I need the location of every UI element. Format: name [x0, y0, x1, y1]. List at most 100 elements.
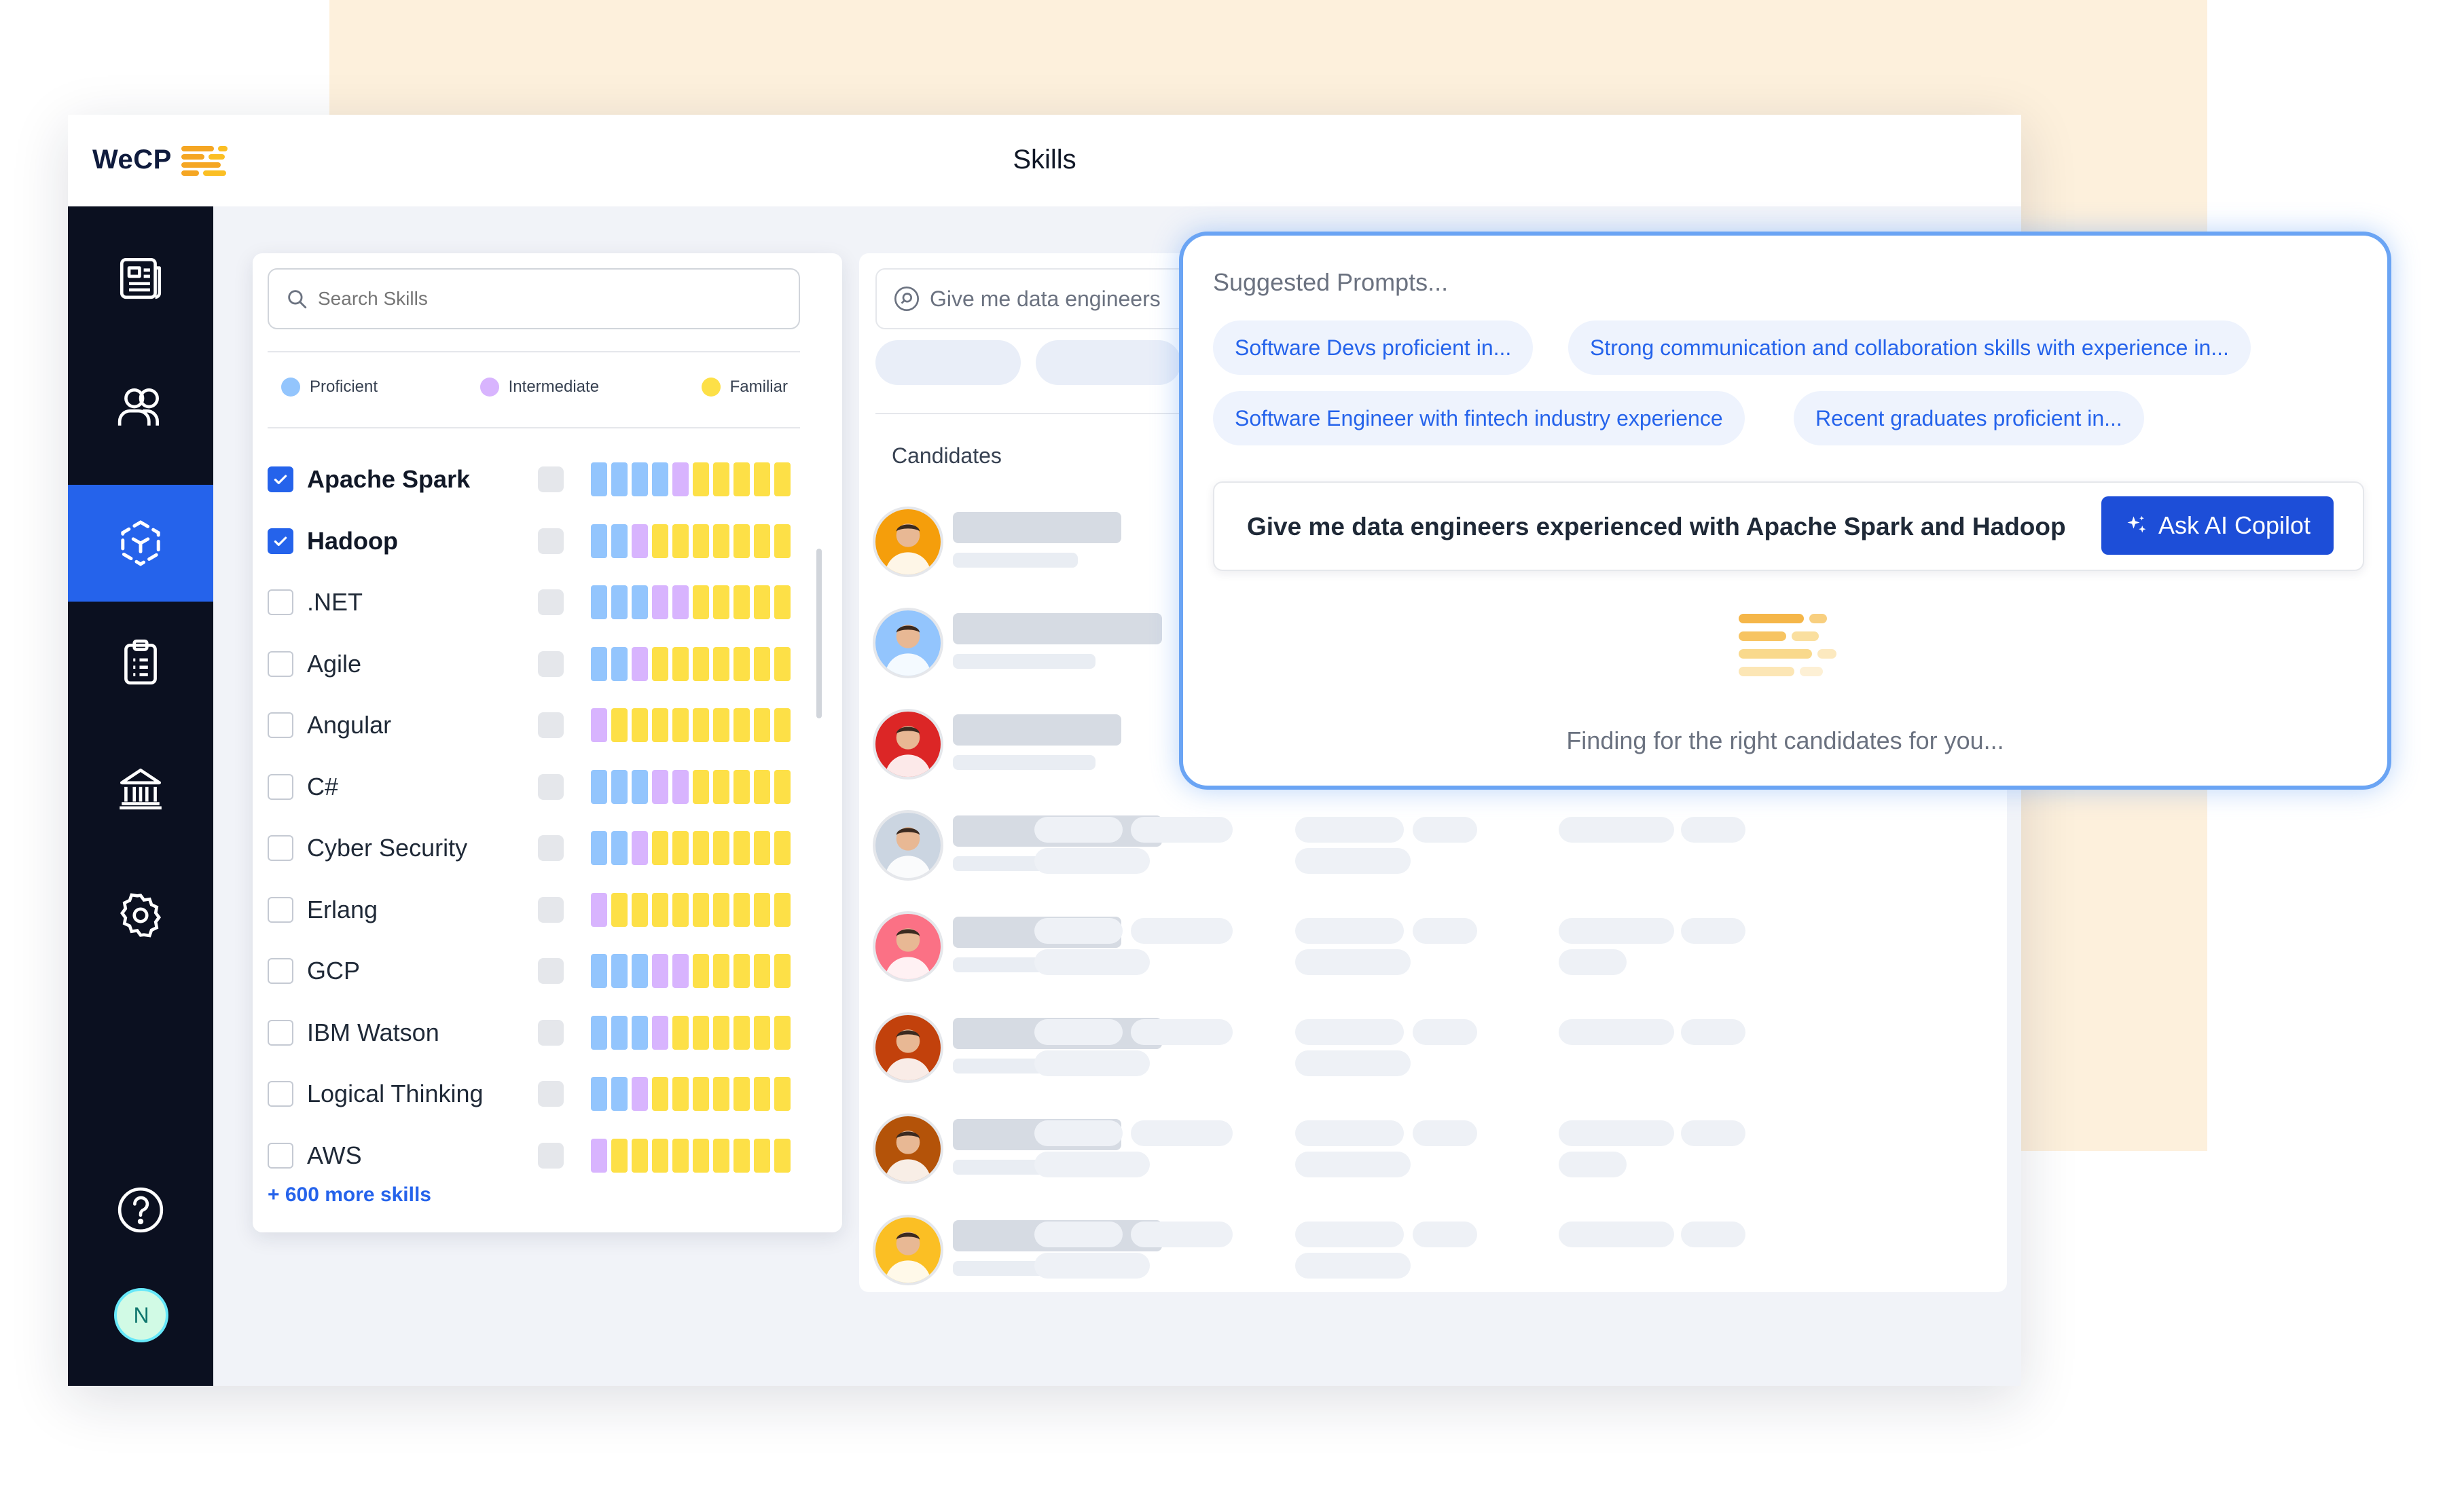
familiar-dot: [701, 378, 721, 397]
skill-level-segment: [713, 769, 729, 804]
suggested-prompt-chip[interactable]: Software Devs proficient in...: [1213, 320, 1534, 375]
skill-row[interactable]: Angular: [268, 705, 797, 746]
scrollbar[interactable]: [816, 549, 822, 718]
skill-level-segment: [591, 892, 607, 927]
skill-checkbox[interactable]: [268, 528, 293, 554]
skill-checkbox[interactable]: [268, 650, 293, 677]
skill-row[interactable]: Cyber Security: [268, 828, 797, 868]
skills-search-box[interactable]: [268, 268, 800, 329]
candidate-name-placeholder: [953, 512, 1121, 543]
skill-row[interactable]: IBM Watson: [268, 1012, 797, 1053]
skill-row[interactable]: Apache Spark: [268, 459, 797, 500]
skill-level-segment: [652, 585, 668, 619]
skill-checkbox[interactable]: [268, 958, 293, 984]
candidate-attribute-placeholder: [1681, 1120, 1745, 1146]
skill-row[interactable]: GCP: [268, 951, 797, 991]
skill-checkbox[interactable]: [268, 773, 293, 800]
skills-search-input[interactable]: [318, 288, 780, 310]
skill-level-toggle[interactable]: [538, 589, 564, 615]
copilot-query-box[interactable]: Give me data engineers experienced with …: [1213, 481, 2364, 571]
search-icon: [288, 290, 307, 309]
skill-level-toggle[interactable]: [538, 1081, 564, 1107]
skill-level-toggle[interactable]: [538, 773, 564, 800]
skill-level-segment: [754, 831, 770, 865]
candidate-avatar[interactable]: [873, 911, 943, 982]
nav-item-organization[interactable]: [68, 731, 213, 847]
skill-checkbox[interactable]: [268, 896, 293, 923]
candidate-row[interactable]: [873, 709, 2000, 784]
skill-level-bars: [591, 1138, 791, 1173]
skill-level-toggle[interactable]: [538, 466, 564, 492]
skill-level-segment: [611, 1015, 628, 1050]
suggested-prompt-chip[interactable]: Recent graduates proficient in...: [1794, 391, 2144, 445]
copilot-query-text[interactable]: Give me data engineers experienced with …: [1247, 513, 2066, 540]
skill-row[interactable]: Logical Thinking: [268, 1073, 797, 1114]
candidate-search-box[interactable]: Give me data engineers: [875, 268, 1256, 329]
user-avatar[interactable]: N: [114, 1288, 168, 1342]
candidate-avatar[interactable]: [873, 1215, 943, 1285]
skill-level-segment: [632, 585, 648, 619]
candidate-row[interactable]: [873, 911, 2000, 986]
candidate-row[interactable]: [873, 507, 2000, 581]
check-icon: [274, 475, 287, 485]
logo[interactable]: WeCP: [92, 142, 232, 177]
person-icon: [875, 712, 941, 777]
candidate-avatar[interactable]: [873, 507, 943, 577]
nav-item-tests[interactable]: [68, 604, 213, 720]
skill-checkbox[interactable]: [268, 1019, 293, 1046]
candidate-avatar[interactable]: [873, 1012, 943, 1083]
candidate-avatar[interactable]: [873, 608, 943, 678]
skill-row[interactable]: C#: [268, 767, 797, 807]
skill-level-toggle[interactable]: [538, 896, 564, 923]
skill-row[interactable]: Erlang: [268, 889, 797, 930]
nav-item-settings[interactable]: [68, 857, 213, 974]
candidate-avatar[interactable]: [873, 1114, 943, 1184]
more-skills-link[interactable]: + 600 more skills: [268, 1183, 431, 1206]
candidate-row[interactable]: [873, 608, 2000, 682]
candidate-attribute-placeholder: [1034, 1050, 1150, 1076]
candidate-row[interactable]: [873, 1012, 2000, 1087]
skill-level-toggle[interactable]: [538, 1142, 564, 1169]
candidate-name-placeholder: [953, 714, 1121, 746]
skill-level-toggle[interactable]: [538, 958, 564, 984]
skill-row[interactable]: Hadoop: [268, 521, 797, 562]
skill-level-segment: [733, 524, 750, 558]
skill-checkbox[interactable]: [268, 712, 293, 738]
candidate-row[interactable]: [873, 1114, 2000, 1188]
skill-level-segment: [652, 646, 668, 681]
skill-checkbox[interactable]: [268, 1142, 293, 1169]
skill-level-segment: [693, 831, 709, 865]
skill-level-toggle[interactable]: [538, 650, 564, 677]
skill-checkbox[interactable]: [268, 835, 293, 861]
clipboard-icon: [124, 639, 157, 685]
skill-checkbox[interactable]: [268, 1081, 293, 1107]
candidate-attribute-placeholder: [1559, 1222, 1674, 1247]
candidate-avatar[interactable]: [873, 810, 943, 881]
skill-level-toggle[interactable]: [538, 712, 564, 738]
skill-level-legend: Proficient Intermediate Familiar: [281, 378, 788, 397]
ask-ai-copilot-button[interactable]: Ask AI Copilot: [2101, 496, 2334, 555]
skill-checkbox[interactable]: [268, 466, 293, 492]
skill-checkbox[interactable]: [268, 589, 293, 615]
nav-item-help[interactable]: [68, 1152, 213, 1268]
skill-level-segment: [632, 1077, 648, 1111]
skill-level-segment: [713, 462, 729, 496]
skill-row[interactable]: Agile: [268, 644, 797, 684]
nav-item-reports[interactable]: [68, 220, 213, 337]
candidate-avatar[interactable]: [873, 709, 943, 779]
candidate-row[interactable]: [873, 1215, 2000, 1289]
suggested-prompt-chip[interactable]: Software Engineer with fintech industry …: [1213, 391, 1745, 445]
nav-item-skills[interactable]: [68, 485, 213, 602]
skill-row[interactable]: .NET: [268, 582, 797, 623]
skill-level-toggle[interactable]: [538, 528, 564, 554]
person-icon: [875, 610, 941, 676]
skill-level-toggle[interactable]: [538, 835, 564, 861]
skill-name: C#: [307, 772, 339, 801]
skill-level-segment: [693, 585, 709, 619]
candidate-row[interactable]: [873, 810, 2000, 885]
skill-level-segment: [754, 1015, 770, 1050]
skill-row[interactable]: AWS: [268, 1135, 797, 1176]
skill-level-toggle[interactable]: [538, 1019, 564, 1046]
suggested-prompt-chip[interactable]: Strong communication and collaboration s…: [1568, 320, 2251, 375]
nav-item-candidates[interactable]: [68, 348, 213, 465]
